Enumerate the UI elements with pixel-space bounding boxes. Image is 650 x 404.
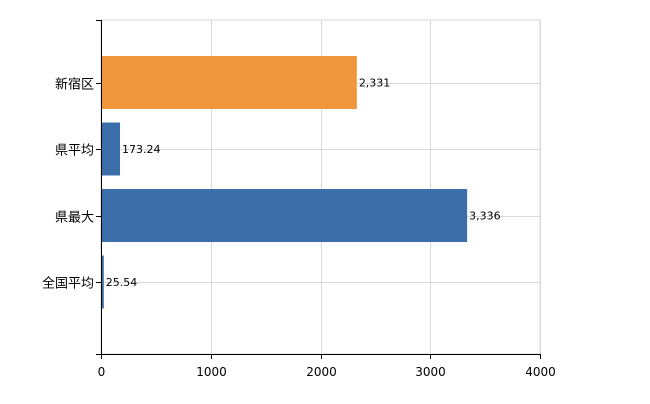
data-label-2: 3,336 [469, 210, 501, 223]
x-tick-label-3: 3000 [415, 365, 446, 379]
x-tick-label-2: 2000 [306, 365, 337, 379]
x-tick-label-1: 1000 [196, 365, 227, 379]
bar-1 [101, 122, 121, 176]
data-label-0: 2,331 [359, 77, 391, 90]
data-label-3: 25.54 [106, 276, 137, 289]
bar-0 [101, 56, 357, 109]
y-tick-label-2: 県最大 [55, 211, 94, 226]
y-tick-label-3: 全国平均 [42, 276, 94, 292]
data-label-1: 173.24 [122, 143, 161, 156]
x-tick-label-0: 0 [98, 365, 106, 379]
x-tick-label-4: 4000 [525, 365, 556, 379]
bar-3 [101, 255, 104, 309]
y-tick-label-0: 新宿区 [55, 77, 94, 93]
y-tick-label-1: 県平均 [55, 144, 94, 159]
bar-2 [101, 189, 468, 242]
